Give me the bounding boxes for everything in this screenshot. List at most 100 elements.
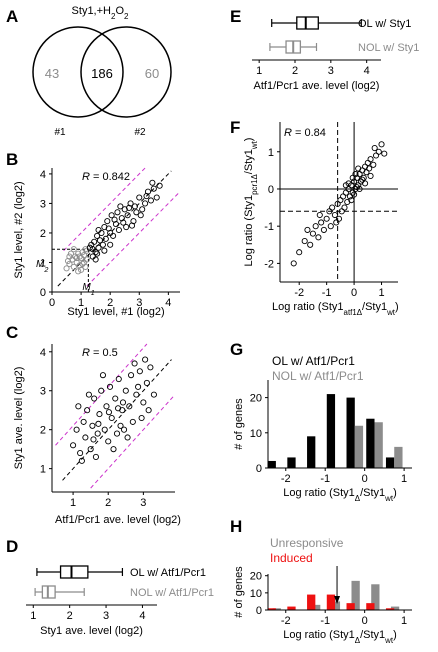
panel-letter-B: B bbox=[6, 150, 18, 169]
C-point bbox=[113, 430, 121, 437]
H-x-label-part: Log ratio (Sty1 bbox=[283, 629, 355, 641]
G-bar-a bbox=[287, 457, 296, 468]
F-point bbox=[315, 234, 322, 241]
C-point bbox=[131, 360, 138, 367]
E-x-label: Atf1/Pcr1 ave. level (log2) bbox=[254, 80, 380, 92]
H-y-tick-label: 0 bbox=[256, 605, 262, 617]
D-x-tick-label: 4 bbox=[139, 610, 145, 622]
F-y-label-part: wt bbox=[250, 140, 259, 150]
H-y-label: # of genes bbox=[233, 566, 245, 618]
C-point bbox=[94, 430, 101, 437]
F-x-tick-label: 1 bbox=[378, 287, 384, 299]
B-x-label: Sty1 level, #1 (log2) bbox=[67, 306, 164, 318]
B-point bbox=[98, 229, 105, 237]
C-x-tick-label: 2 bbox=[105, 497, 111, 509]
F-point bbox=[381, 150, 388, 157]
C-point bbox=[95, 420, 102, 427]
C-r-label-part: R bbox=[82, 347, 90, 359]
G-bar-b bbox=[394, 446, 403, 468]
C-point bbox=[117, 422, 124, 429]
G-x-tick-label: 1 bbox=[401, 473, 407, 485]
C-point bbox=[84, 407, 91, 414]
G-legend-label: NOL w/ Atf1/Pcr1 bbox=[272, 369, 364, 383]
C-point bbox=[136, 368, 143, 375]
G-bar-b bbox=[374, 422, 383, 468]
B-point bbox=[149, 179, 156, 186]
B-point bbox=[156, 182, 163, 189]
F-r-label-part: = 0.84 bbox=[292, 127, 326, 139]
panel-letter-H: H bbox=[230, 517, 242, 536]
E-x-tick-label: 2 bbox=[292, 65, 298, 77]
E-x-tick-label: 1 bbox=[256, 65, 262, 77]
venn-overlap-count: 186 bbox=[91, 66, 113, 81]
C-point bbox=[145, 407, 152, 414]
C-point bbox=[135, 383, 142, 390]
B-point bbox=[108, 212, 115, 219]
F-point bbox=[296, 249, 303, 256]
F-point bbox=[366, 165, 373, 172]
B-y-threshold-label: M2 bbox=[36, 259, 48, 274]
B-point bbox=[76, 253, 83, 260]
panel-letter-D: D bbox=[6, 537, 18, 556]
B-y-tick-label: 1 bbox=[40, 257, 46, 269]
F-x-tick-label: -2 bbox=[294, 287, 304, 299]
C-point bbox=[77, 450, 84, 457]
C-point bbox=[78, 457, 85, 464]
F-point bbox=[362, 180, 369, 187]
G-x-tick-label: 0 bbox=[362, 473, 368, 485]
B-point bbox=[78, 266, 85, 273]
F-point bbox=[372, 152, 380, 159]
B-point bbox=[94, 232, 101, 239]
F-y-tick-label: 1 bbox=[268, 147, 274, 159]
D-box bbox=[59, 565, 89, 579]
H-x-label-part: ) bbox=[393, 629, 397, 641]
B-point bbox=[67, 250, 74, 257]
venn-title-part: Sty1,+H bbox=[72, 5, 111, 17]
G-bar-a bbox=[326, 394, 336, 468]
G-x-label-part: ) bbox=[393, 487, 397, 499]
C-point bbox=[73, 426, 80, 433]
C-point bbox=[82, 434, 89, 441]
H-bar-b bbox=[307, 594, 316, 610]
venn-title-part: O bbox=[115, 5, 124, 17]
C-identity-line bbox=[62, 359, 172, 481]
G-x-tick-label: -2 bbox=[281, 473, 291, 485]
C-upper-band bbox=[55, 343, 148, 446]
B-x-tick-label: 4 bbox=[165, 297, 171, 309]
G-x-label-part: Log ratio (Sty1 bbox=[283, 487, 355, 499]
E-series-label: OL w/ Sty1 bbox=[358, 18, 411, 30]
B-point bbox=[124, 212, 131, 219]
D-x-tick-label: 3 bbox=[103, 610, 109, 622]
B-point bbox=[137, 212, 144, 219]
F-point bbox=[290, 260, 297, 267]
H-legend-label: Unresponsive bbox=[270, 536, 344, 550]
B-x-tick-label: 3 bbox=[136, 297, 142, 309]
C-point bbox=[91, 395, 98, 402]
F-point bbox=[341, 204, 348, 211]
G-bar-a bbox=[307, 436, 316, 468]
B-point bbox=[79, 260, 86, 268]
B-point bbox=[70, 263, 77, 270]
C-point bbox=[89, 422, 96, 429]
H-bar-a bbox=[312, 604, 321, 610]
F-point bbox=[337, 197, 344, 204]
B-y-label: Sty1 level, #2 (log2) bbox=[13, 181, 25, 278]
B-y-threshold-label-part: 2 bbox=[43, 265, 48, 274]
B-r-label-part: = 0.842 bbox=[90, 171, 130, 183]
H-bar-b bbox=[326, 594, 336, 610]
B-point bbox=[133, 209, 140, 216]
H-bar-a bbox=[331, 601, 341, 610]
B-point bbox=[126, 204, 133, 211]
B-point bbox=[63, 265, 70, 272]
F-point bbox=[371, 144, 378, 152]
venn-set-2-label: #2 bbox=[134, 127, 146, 138]
C-lower-band bbox=[90, 394, 176, 489]
C-point bbox=[112, 395, 119, 402]
F-x-label-part: ) bbox=[395, 301, 399, 313]
C-y-label: Sty1 ave. level (log2) bbox=[13, 367, 25, 470]
B-x-threshold-label-part: 1 bbox=[91, 288, 95, 297]
panel-letter-F: F bbox=[230, 118, 240, 137]
F-point bbox=[307, 241, 314, 248]
